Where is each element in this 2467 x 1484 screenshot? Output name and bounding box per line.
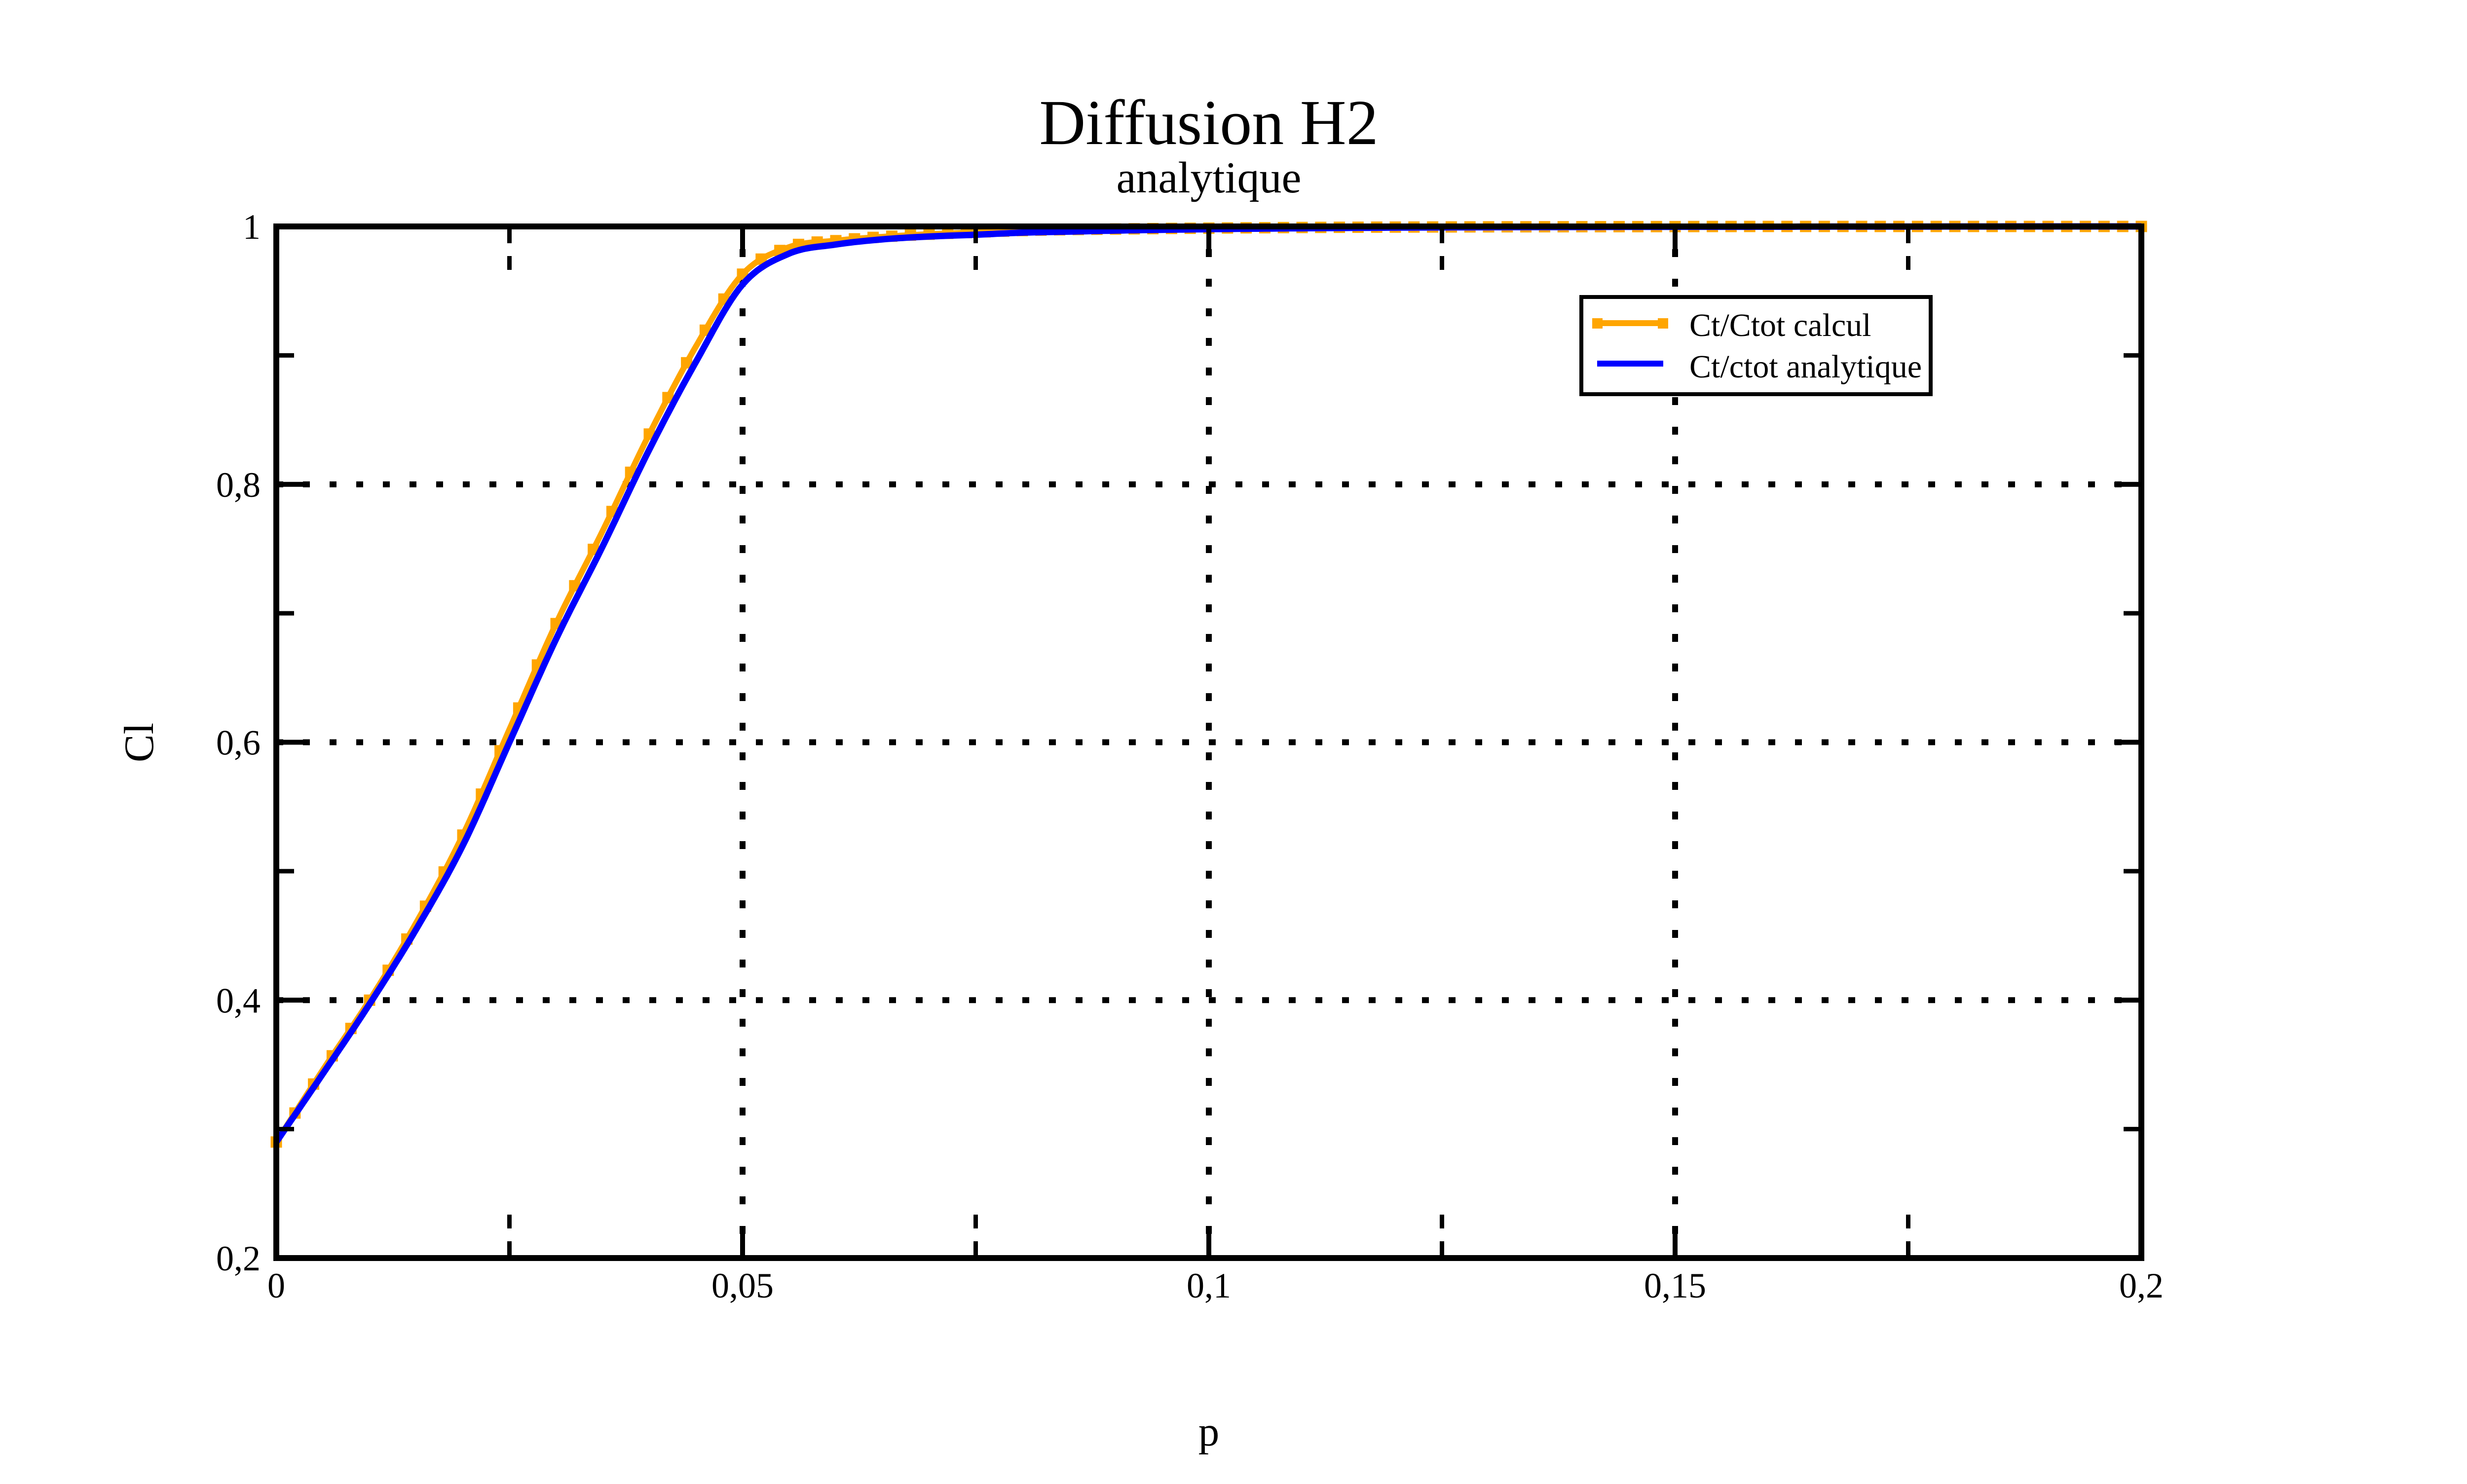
y-tick-label: 1 [243, 207, 261, 247]
chart-subtitle: analytique [1117, 153, 1302, 202]
y-tick-label: 0,6 [216, 723, 261, 763]
x-tick-label: 0,1 [1187, 1266, 1231, 1305]
chart-title: Diffusion H2 [1039, 87, 1378, 158]
legend-label-calcul: Ct/Ctot calcul [1689, 307, 1871, 343]
square-marker-icon [755, 253, 767, 265]
tick-labels: 0 0,05 0,1 0,15 0,2 0,2 0,4 0,6 0,8 1 [216, 207, 2164, 1305]
x-axis-label: p [1198, 1409, 1220, 1455]
legend-sample-marker-left-icon [1592, 318, 1603, 329]
legend-entry-analytique: Ct/ctot analytique [1597, 349, 1922, 385]
square-marker-icon [662, 392, 674, 404]
x-tick-label: 0,2 [2119, 1266, 2164, 1305]
legend-entry-calcul: Ct/Ctot calcul [1592, 307, 1871, 343]
y-tick-label: 0,8 [216, 465, 261, 505]
x-tick-label: 0,05 [711, 1266, 774, 1305]
y-tick-label: 0,4 [216, 981, 261, 1020]
square-marker-icon [569, 580, 581, 592]
x-tick-label: 0,15 [1644, 1266, 1706, 1305]
legend-sample-marker-right-icon [1658, 318, 1668, 329]
y-axis-label: Cl [116, 723, 162, 762]
square-marker-icon [643, 428, 655, 440]
legend-label-analytique: Ct/ctot analytique [1689, 349, 1922, 385]
square-marker-icon [699, 324, 711, 336]
gridlines [276, 249, 2141, 1258]
y-tick-label: 0,2 [216, 1239, 261, 1278]
x-tick-label: 0 [267, 1266, 285, 1305]
legend-box [1579, 295, 1933, 396]
square-marker-icon [681, 357, 693, 369]
plot-border-and-ticks [273, 223, 2144, 1261]
legend: Ct/Ctot calcul Ct/ctot analytique [1579, 295, 1933, 396]
